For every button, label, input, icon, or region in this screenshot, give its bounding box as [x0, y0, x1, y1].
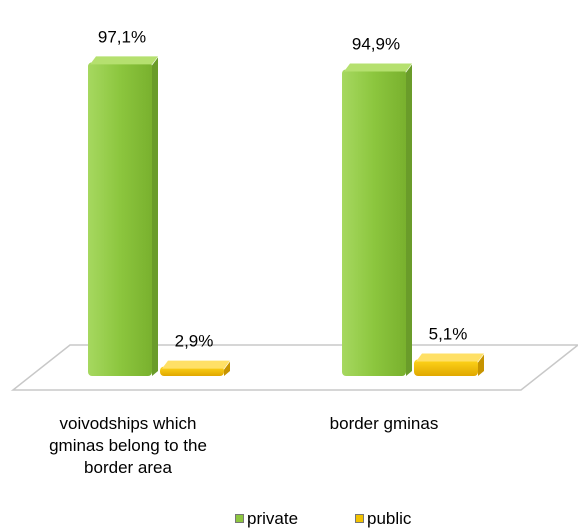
- bars-layer: [88, 56, 484, 377]
- bar-top-private-1: [90, 56, 158, 65]
- legend-swatch-private-icon: [235, 514, 244, 523]
- value-labels-layer: 97,1% 2,9% 94,9% 5,1%: [98, 27, 467, 350]
- bar-top-public-1: [162, 360, 230, 369]
- value-label-private-1: 97,1%: [98, 27, 146, 46]
- value-label-public-2: 5,1%: [429, 325, 468, 344]
- bar-side-private-2: [406, 64, 412, 377]
- bar-side-private-1: [152, 57, 158, 376]
- legend-swatch-public-icon: [355, 514, 364, 523]
- value-label-private-2: 94,9%: [352, 34, 400, 53]
- bar-chart: 97,1% 2,9% 94,9% 5,1%: [10, 27, 578, 391]
- bar-private-1: [88, 62, 152, 376]
- bar-public-1: [160, 366, 224, 376]
- bar-public-2: [414, 359, 478, 376]
- legend: private public: [0, 509, 578, 528]
- category-label-voivodships: voivodships which gminas belong to the b…: [49, 414, 207, 477]
- bar-top-private-2: [344, 63, 412, 72]
- legend-label-public: public: [367, 509, 412, 528]
- bar-private-2: [342, 69, 406, 377]
- legend-label-private: private: [247, 509, 299, 528]
- bar-side-public-1: [224, 361, 230, 376]
- bar-top-public-2: [416, 353, 484, 362]
- legend-item-private: private: [235, 509, 298, 528]
- value-label-public-1: 2,9%: [175, 332, 214, 351]
- category-label-border-gminas: border gminas: [329, 414, 439, 433]
- legend-item-public: public: [355, 509, 411, 528]
- bar-side-public-2: [478, 354, 484, 376]
